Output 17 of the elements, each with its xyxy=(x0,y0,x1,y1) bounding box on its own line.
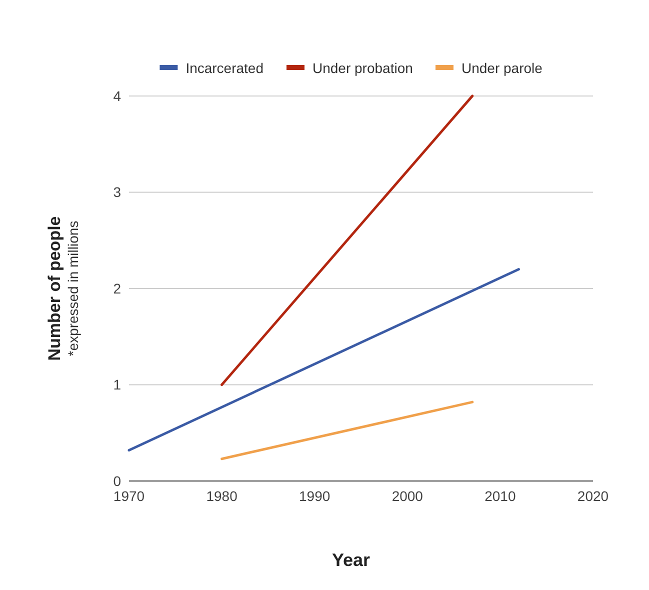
x-axis-title: Year xyxy=(332,550,370,570)
y-tick-label: 0 xyxy=(113,472,122,489)
x-tick-label: 2020 xyxy=(577,488,609,504)
legend-label: Under parole xyxy=(462,60,543,76)
legend-label: Under probation xyxy=(312,60,413,76)
y-tick-label: 2 xyxy=(113,280,122,296)
x-tick-label: 1970 xyxy=(113,488,145,504)
text: *expressed in millions xyxy=(65,220,81,356)
legend-label: Incarcerated xyxy=(186,60,264,76)
y-axis-title: Number of people xyxy=(45,216,64,361)
x-tick-label: 2000 xyxy=(392,488,424,504)
x-tick-label: 2010 xyxy=(484,488,516,504)
x-tick-label: 1980 xyxy=(206,488,238,504)
y-tick-label: 1 xyxy=(113,376,122,393)
y-tick-label: 4 xyxy=(113,88,122,104)
y-tick-label: 3 xyxy=(113,184,122,200)
x-tick-label: 1990 xyxy=(299,488,330,504)
